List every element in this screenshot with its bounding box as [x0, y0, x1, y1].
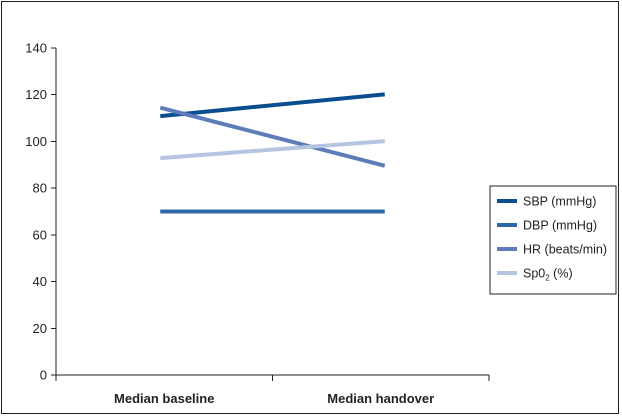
- series-line: [160, 139, 385, 161]
- y-tick-label: 100: [25, 134, 47, 149]
- legend-box: [489, 185, 617, 295]
- y-tick-label: 120: [25, 87, 47, 102]
- legend-label: Sp02 (%): [523, 267, 573, 283]
- x-category-label: Median baseline: [114, 391, 214, 406]
- y-tick-label: 0: [40, 368, 47, 383]
- y-tick-label: 80: [33, 181, 47, 196]
- y-tick-label: 40: [33, 274, 47, 289]
- series-lines: [159, 92, 386, 214]
- legend: SBP (mmHg) DBP (mmHg) HR (beats/min) Sp02 (…: [489, 185, 617, 295]
- x-category-label: Median handover: [327, 391, 434, 406]
- axes: 0 20 40 60 80 100 120 140 Median baseline Median …: [25, 41, 490, 406]
- series-line: [159, 105, 386, 168]
- legend-label: SBP (mmHg): [523, 195, 596, 209]
- y-tick-label: 20: [33, 321, 47, 336]
- legend-label: HR (beats/min): [523, 243, 607, 257]
- y-tick-label: 60: [33, 227, 47, 242]
- legend-items: SBP (mmHg) DBP (mmHg) HR (beats/min) Sp02 (…: [497, 195, 607, 283]
- series-line: [160, 92, 385, 119]
- legend-label: DBP (mmHg): [523, 219, 597, 233]
- y-tick-label: 140: [25, 41, 47, 56]
